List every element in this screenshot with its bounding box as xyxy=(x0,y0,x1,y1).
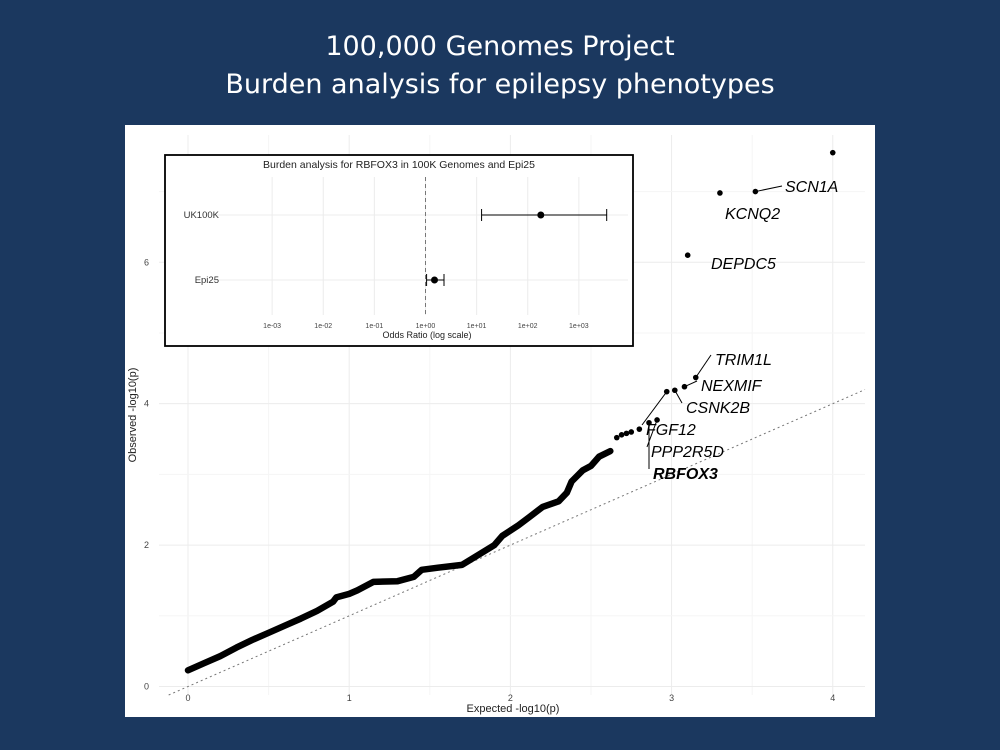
forest-row-uk100k: UK100K xyxy=(184,209,608,221)
qq-tick-labels: 0 1 2 3 4 0 2 4 6 xyxy=(144,257,835,703)
leader-line-csnk2b xyxy=(674,390,683,404)
qq-point xyxy=(618,431,625,438)
qq-point xyxy=(623,430,630,437)
qq-point xyxy=(628,429,635,435)
qq-point-depdc5 xyxy=(684,252,691,259)
qq-plot-panel: RBFOX3 PPP2R5D FGF12 CSNK2B NEXMIF TRIM1L DEPD… xyxy=(125,125,875,717)
forest-row-label: UK100K xyxy=(184,210,220,221)
forest-point xyxy=(431,276,439,284)
gene-label-depdc5: DEPDC5 xyxy=(711,256,776,273)
forest-row-epi25: Epi25 xyxy=(195,274,445,286)
forest-x-tick-label: 1e+01 xyxy=(467,323,487,330)
qq-y-tick-label: 0 xyxy=(144,682,149,692)
qq-plot: RBFOX3 PPP2R5D FGF12 CSNK2B NEXMIF TRIM1L DEPD… xyxy=(127,135,866,715)
qq-reference-line xyxy=(168,389,866,696)
slide-title-line-1: 100,000 Genomes Project xyxy=(325,31,675,62)
qq-x-tick-label: 1 xyxy=(347,693,352,703)
forest-point xyxy=(537,211,545,219)
gene-label-nexmif: NEXMIF xyxy=(701,378,763,395)
qq-point-trim1l xyxy=(692,374,699,381)
forest-row-label: Epi25 xyxy=(195,275,219,286)
forest-tick-labels: 1e-03 1e-02 1e-01 1e+00 1e+01 1e+02 1e+03 xyxy=(263,323,589,330)
slide-title-line-2: Burden analysis for epilepsy phenotypes xyxy=(225,69,775,100)
forest-x-tick-label: 1e-02 xyxy=(314,323,332,330)
qq-y-tick-label: 2 xyxy=(144,540,149,550)
qq-y-axis-label: Observed -log10(p) xyxy=(127,368,139,463)
forest-x-tick-label: 1e+02 xyxy=(518,323,538,330)
qq-x-tick-label: 4 xyxy=(830,693,835,703)
qq-x-tick-label: 0 xyxy=(186,693,191,703)
leader-line-nexmif xyxy=(684,380,698,388)
leader-line-ppp2r5d xyxy=(646,419,658,448)
gene-label-trim1l: TRIM1L xyxy=(715,352,772,369)
leader-line-scn1a xyxy=(755,185,783,193)
gene-label-ppp2r5d: PPP2R5D xyxy=(651,444,724,461)
gene-label-rbfox3: RBFOX3 xyxy=(653,466,718,483)
qq-bulk-points xyxy=(184,447,614,674)
slide-title: 100,000 Genomes Project Burden analysis … xyxy=(0,28,1000,104)
gene-label-fgf12: FGF12 xyxy=(646,422,696,439)
qq-gene-labels: RBFOX3 PPP2R5D FGF12 CSNK2B NEXMIF TRIM1L DEPD… xyxy=(641,179,838,483)
qq-point xyxy=(613,434,620,441)
qq-point-kcnq2 xyxy=(717,190,723,196)
qq-point xyxy=(636,426,643,432)
forest-x-tick-label: 1e+00 xyxy=(416,323,436,330)
forest-x-tick-label: 1e-01 xyxy=(365,323,383,330)
qq-x-tick-label: 3 xyxy=(669,693,674,703)
qq-point xyxy=(829,149,836,156)
forest-rows: UK100K Epi25 xyxy=(184,209,608,286)
gene-label-kcnq2: KCNQ2 xyxy=(725,206,780,223)
leader-line-trim1l xyxy=(695,354,712,378)
qq-x-tick-label: 2 xyxy=(508,693,513,703)
qq-x-axis-label: Expected -log10(p) xyxy=(467,703,560,715)
qq-y-tick-label: 6 xyxy=(144,257,149,267)
forest-plot-frame xyxy=(164,154,634,347)
qq-y-tick-label: 4 xyxy=(144,399,149,409)
forest-plot-inset: Burden analysis for RBFOX3 in 100K Genom… xyxy=(164,154,634,347)
forest-x-tick-label: 1e-03 xyxy=(263,323,281,330)
forest-x-tick-label: 1e+03 xyxy=(569,323,589,330)
leader-line-fgf12 xyxy=(641,391,668,426)
forest-x-axis-label: Odds Ratio (log scale) xyxy=(382,330,471,340)
gene-label-scn1a: SCN1A xyxy=(785,179,838,196)
gene-label-csnk2b: CSNK2B xyxy=(686,400,750,417)
forest-plot-title: Burden analysis for RBFOX3 in 100K Genom… xyxy=(263,159,535,171)
